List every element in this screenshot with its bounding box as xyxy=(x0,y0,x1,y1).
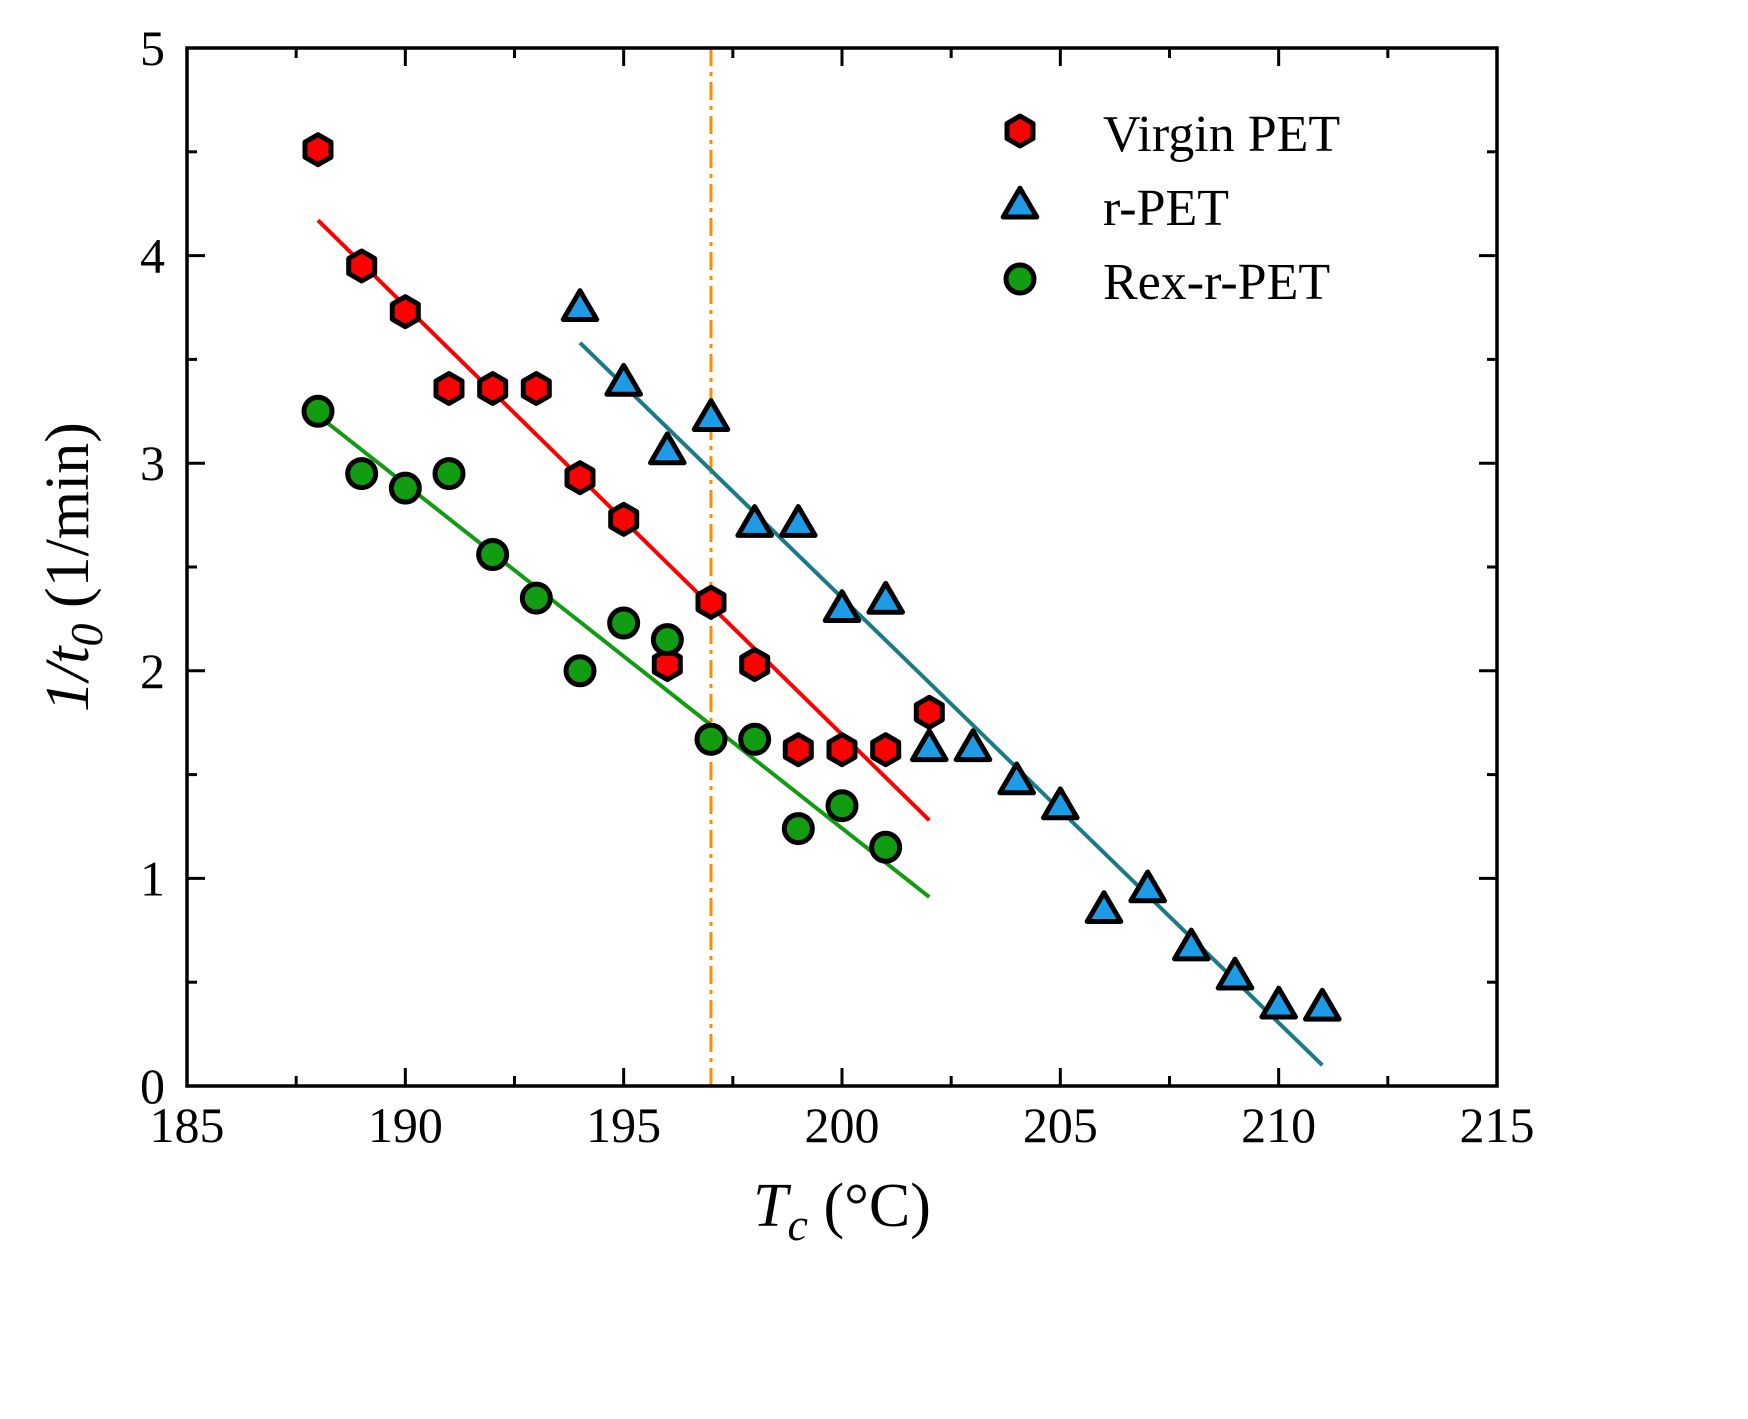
data-point-virgin-pet xyxy=(826,732,858,768)
data-point-rex-r-pet xyxy=(869,830,903,864)
x-axis-title: Tc (°C) xyxy=(753,1172,931,1250)
data-point-r-pet xyxy=(560,288,600,322)
data-point-r-pet xyxy=(1259,985,1298,1020)
x-tick-label: 215 xyxy=(1460,1097,1535,1153)
x-tick-label: 205 xyxy=(1023,1097,1098,1153)
axis-ticks-group xyxy=(185,46,1499,1088)
data-point-virgin-pet xyxy=(433,371,465,406)
y-tick-label: 2 xyxy=(140,643,165,699)
legend-label-virgin-pet: Virgin PET xyxy=(1103,106,1340,163)
x-axis-title-main: T xyxy=(753,1172,792,1240)
fit-line-r-pet xyxy=(578,341,1324,1067)
plot-frame xyxy=(185,46,1499,1088)
data-point-rex-r-pet xyxy=(694,722,728,756)
data-point-virgin-pet xyxy=(520,371,552,406)
data-point-r-pet xyxy=(1084,890,1124,924)
data-point-rex-r-pet xyxy=(825,789,859,823)
data-point-rex-r-pet xyxy=(345,457,379,491)
data-point-virgin-pet xyxy=(346,248,378,284)
y-tick-label: 3 xyxy=(140,435,165,491)
legend-label-rex-r-pet: Rex-r-PET xyxy=(1103,254,1330,311)
x-tick-label: 195 xyxy=(586,1097,661,1153)
legend: Virgin PET r-PET Rex-r-PET xyxy=(1000,106,1340,311)
data-point-virgin-pet xyxy=(477,371,509,406)
data-point-rex-r-pet xyxy=(432,457,466,491)
legend-label-r-pet: r-PET xyxy=(1103,180,1229,237)
y-tick-label: 4 xyxy=(140,228,165,284)
x-axis-title-unit: (°C) xyxy=(808,1172,931,1240)
y-axis-title-unit: (1/min) xyxy=(34,422,102,623)
data-point-r-pet xyxy=(822,589,862,623)
data-point-r-pet xyxy=(1041,786,1080,821)
data-point-r-pet xyxy=(1128,869,1167,904)
legend-item-r-pet: r-PET xyxy=(1000,180,1229,237)
data-point-virgin-pet xyxy=(651,647,683,683)
tick-labels-group: 185 190 195 200 205 210 215 0 1 2 3 4 5 xyxy=(140,20,1535,1153)
data-point-r-pet xyxy=(1303,987,1342,1022)
data-point-rex-r-pet xyxy=(563,654,597,688)
legend-marker-r-pet xyxy=(1000,185,1040,220)
data-point-r-pet xyxy=(1172,927,1211,962)
data-point-rex-r-pet xyxy=(607,606,641,640)
data-point-virgin-pet xyxy=(870,732,902,768)
data-point-virgin-pet xyxy=(695,584,727,620)
y-axis-title-sub: 0 xyxy=(61,624,112,647)
data-point-virgin-pet xyxy=(739,647,771,683)
legend-marker-virgin-pet xyxy=(1004,113,1036,149)
data-point-rex-r-pet xyxy=(650,623,684,657)
data-point-r-pet xyxy=(997,761,1036,796)
data-point-virgin-pet xyxy=(389,294,421,330)
legend-marker-rex-r-pet xyxy=(1003,262,1037,296)
fit-lines-group xyxy=(316,218,1324,1067)
y-axis-title-main: 1/t xyxy=(34,645,102,712)
data-point-r-pet xyxy=(604,362,643,397)
legend-item-rex-r-pet: Rex-r-PET xyxy=(1003,254,1330,311)
data-point-virgin-pet xyxy=(608,501,640,537)
y-tick-label: 1 xyxy=(140,850,165,906)
data-point-rex-r-pet xyxy=(301,394,335,428)
x-axis-title-sub: c xyxy=(788,1199,808,1250)
data-point-r-pet xyxy=(735,504,774,538)
data-point-virgin-pet xyxy=(782,732,814,768)
data-point-virgin-pet xyxy=(302,132,334,168)
data-point-r-pet xyxy=(1215,956,1255,991)
data-point-rex-r-pet xyxy=(781,812,815,846)
data-point-r-pet xyxy=(866,580,905,615)
x-tick-label: 190 xyxy=(368,1097,443,1153)
y-axis-title: 1/t0 (1/min) xyxy=(34,422,112,712)
y-tick-label: 5 xyxy=(140,20,165,76)
x-tick-label: 185 xyxy=(150,1097,225,1153)
data-point-r-pet xyxy=(910,728,949,763)
data-point-rex-r-pet xyxy=(388,471,422,505)
data-point-r-pet xyxy=(953,728,993,763)
data-point-r-pet xyxy=(691,398,731,432)
data-point-rex-r-pet xyxy=(519,581,553,615)
data-point-r-pet xyxy=(779,504,818,538)
y-tick-label: 0 xyxy=(140,1058,165,1114)
data-point-virgin-pet xyxy=(913,694,945,730)
data-point-rex-r-pet xyxy=(738,722,772,756)
data-point-r-pet xyxy=(648,431,687,466)
data-point-rex-r-pet xyxy=(476,538,510,572)
legend-item-virgin-pet: Virgin PET xyxy=(1004,106,1340,163)
data-point-virgin-pet xyxy=(564,460,596,496)
x-tick-label: 200 xyxy=(805,1097,880,1153)
data-points-group xyxy=(301,132,1342,1022)
x-tick-label: 210 xyxy=(1241,1097,1316,1153)
